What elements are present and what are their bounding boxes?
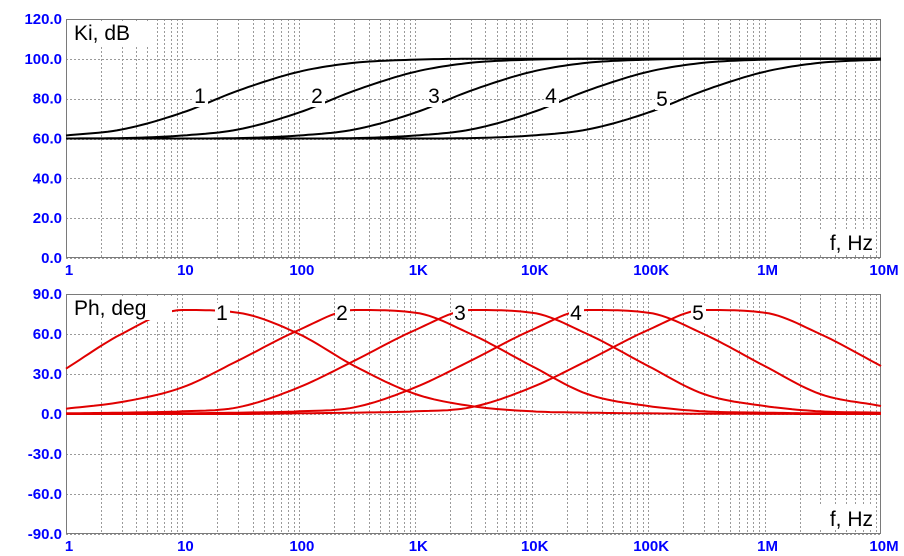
gain-curve-label-1: 1 bbox=[194, 85, 206, 108]
gain-curve-label-3: 3 bbox=[428, 85, 440, 108]
curve-label-bg bbox=[310, 86, 325, 107]
phase-curve-label-1: 1 bbox=[216, 302, 228, 325]
phase-curve-label-2: 2 bbox=[336, 302, 348, 325]
gain-title: Ki, dB bbox=[74, 22, 130, 45]
curve-label-bg bbox=[215, 303, 230, 324]
curve-label-bg bbox=[453, 303, 468, 324]
x-tick-label: 1 bbox=[65, 538, 73, 555]
gain-curve-label-4: 4 bbox=[545, 85, 557, 108]
y-tick-label: 80.0 bbox=[33, 91, 62, 108]
phase-panel: -90.0 -60.0 -30.0 0.0 30.0 60.0 90.0 1 10 100 1K 10… bbox=[28, 286, 899, 555]
y-tick-label: 0.0 bbox=[41, 406, 62, 423]
phase-curve-label-3: 3 bbox=[454, 302, 466, 325]
y-tick-label: 60.0 bbox=[33, 131, 62, 148]
x-tick-label: 10 bbox=[177, 262, 194, 279]
curve-label-bg bbox=[427, 86, 442, 107]
y-tick-label: -60.0 bbox=[28, 486, 62, 503]
y-tick-label: -30.0 bbox=[28, 446, 62, 463]
x-tick-label: 10M bbox=[869, 538, 898, 555]
curve-label-bg bbox=[569, 303, 584, 324]
x-tick-label: 10M bbox=[869, 262, 898, 279]
y-tick-label: 120.0 bbox=[24, 11, 62, 28]
phase-series-2-line bbox=[65, 309, 881, 415]
x-tick-label: 100K bbox=[633, 262, 669, 279]
curve-label-bg bbox=[655, 89, 670, 110]
gain-curve-label-2: 2 bbox=[311, 85, 323, 108]
phase-xlabel: f, Hz bbox=[830, 508, 873, 531]
phase-curve-label-4: 4 bbox=[570, 302, 582, 325]
y-tick-label: 100.0 bbox=[24, 51, 62, 68]
curve-label-bg bbox=[544, 86, 559, 107]
x-tick-label: 100 bbox=[289, 262, 314, 279]
y-tick-label: 40.0 bbox=[33, 170, 62, 187]
x-tick-label: 10 bbox=[177, 538, 194, 555]
y-tick-label: 0.0 bbox=[41, 250, 62, 267]
xlabel-bg bbox=[805, 506, 875, 530]
gain-curve-label-5: 5 bbox=[656, 88, 668, 111]
y-tick-label: 90.0 bbox=[33, 286, 62, 303]
gain-xlabel: f, Hz bbox=[830, 232, 873, 255]
x-tick-label: 100K bbox=[633, 538, 669, 555]
curve-label-bg bbox=[335, 303, 350, 324]
phase-series-3-line bbox=[66, 309, 882, 415]
x-tick-label: 10K bbox=[521, 538, 549, 555]
y-tick-label: -90.0 bbox=[28, 526, 62, 543]
y-tick-label: 60.0 bbox=[33, 326, 62, 343]
y-tick-label: 30.0 bbox=[33, 366, 62, 383]
curve-label-bg bbox=[691, 303, 706, 324]
phase-series-5-line bbox=[66, 309, 882, 415]
gain-panel: 0.0 20.0 40.0 60.0 80.0 100.0 120.0 1 10 100 1K 10K… bbox=[24, 11, 898, 279]
x-tick-label: 1M bbox=[757, 262, 778, 279]
x-tick-label: 1K bbox=[409, 262, 428, 279]
x-tick-label: 100 bbox=[289, 538, 314, 555]
phase-series-1-line bbox=[65, 309, 881, 415]
title-bg bbox=[72, 296, 172, 320]
x-tick-label: 10K bbox=[521, 262, 549, 279]
gain-series-5-line bbox=[66, 58, 882, 140]
y-tick-label: 20.0 bbox=[33, 210, 62, 227]
phase-curve-label-5: 5 bbox=[692, 302, 704, 325]
x-tick-label: 1 bbox=[65, 262, 73, 279]
x-tick-label: 1M bbox=[757, 538, 778, 555]
xlabel-bg bbox=[805, 230, 875, 254]
curve-label-bg bbox=[193, 86, 208, 107]
phase-title: Ph, deg bbox=[74, 297, 146, 320]
title-bg bbox=[72, 21, 152, 45]
x-tick-label: 1K bbox=[409, 538, 428, 555]
